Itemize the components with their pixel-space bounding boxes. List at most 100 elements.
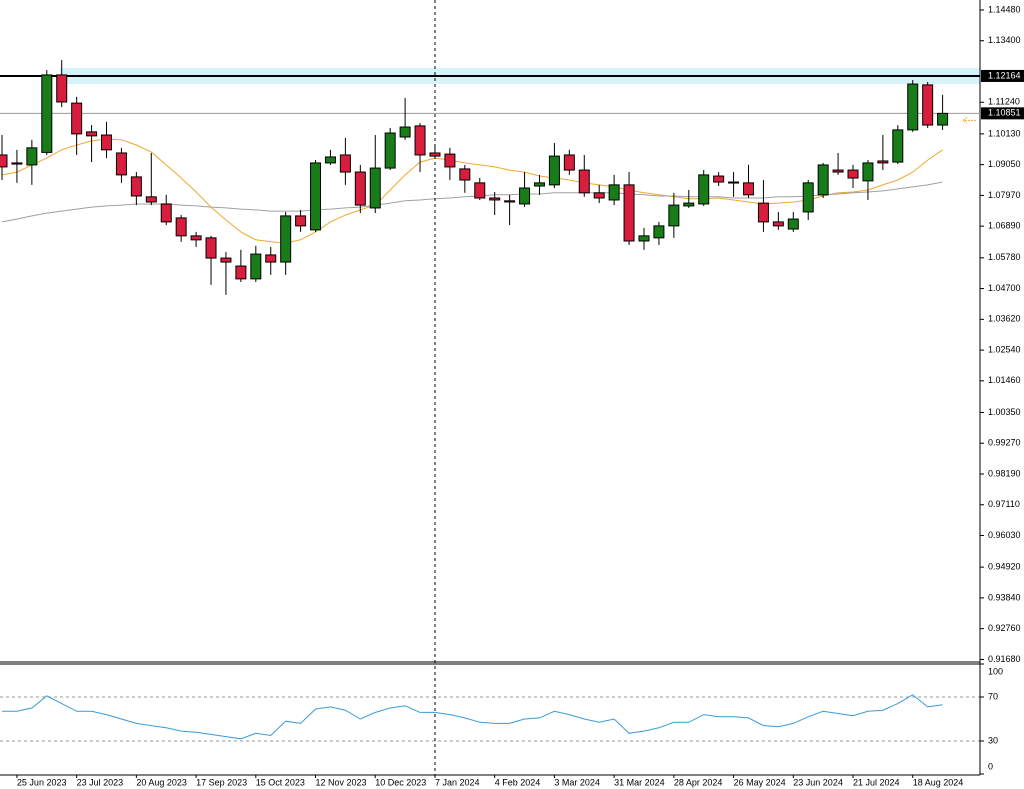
- candle-body: [250, 253, 262, 280]
- candle-body: [907, 83, 919, 131]
- x-tick-label: 17 Sep 2023: [196, 777, 247, 787]
- candle-body: [41, 74, 53, 153]
- candle-body: [578, 169, 590, 194]
- candle-body: [369, 167, 381, 209]
- candle-body: [86, 131, 98, 137]
- bid-label-box: [981, 107, 1024, 120]
- candle-body: [802, 182, 814, 213]
- y-tick-label: 0.97110: [988, 499, 1020, 509]
- candle-body: [519, 187, 531, 205]
- candle-body: [787, 218, 799, 230]
- candle-body: [892, 129, 904, 163]
- candle-body: [459, 168, 471, 181]
- candle-body: [220, 257, 232, 263]
- candle-body: [71, 102, 83, 135]
- y-tick-label: 0.96030: [988, 530, 1021, 540]
- x-tick-label: 20 Aug 2023: [136, 777, 187, 787]
- front-layer: 1.14480 1.13400 1.11240 1.10130 1.09050 1.079…: [0, 4, 1024, 787]
- y-tick-label: 1.02540: [988, 344, 1021, 354]
- y-tick-label: 0.93840: [988, 592, 1021, 602]
- y-tick-label: 1.01460: [988, 375, 1021, 385]
- y-tick-label: 0.94920: [988, 562, 1021, 572]
- x-tick-label: 23 Jun 2024: [793, 777, 843, 787]
- candle-body: [399, 126, 411, 138]
- y-tick-label: 1.13400: [988, 35, 1021, 45]
- x-tick-label: 23 Jul 2023: [77, 777, 124, 787]
- candle-body: [728, 181, 740, 184]
- candle-body: [653, 225, 665, 239]
- candle-body: [145, 196, 157, 203]
- candle-body: [757, 202, 769, 223]
- bid-label: 1.10851: [988, 108, 1021, 118]
- candle-body: [743, 182, 754, 196]
- y-tick-label: 1.05780: [988, 252, 1021, 262]
- y-tick-label: 1.09050: [988, 159, 1021, 169]
- x-tick-label: 12 Nov 2023: [316, 777, 367, 787]
- y-tick-label: 1.11240: [988, 97, 1020, 107]
- moving-average: [1, 138, 943, 244]
- candle-body: [265, 254, 277, 263]
- x-tick-label: 31 Mar 2024: [614, 777, 665, 787]
- candle-body: [130, 176, 142, 197]
- y-tick-label: 1.03620: [988, 314, 1021, 324]
- candle-body: [429, 152, 441, 157]
- candle-body: [683, 202, 695, 207]
- candle-body: [593, 192, 605, 199]
- candle-body: [414, 125, 426, 156]
- candle-body: [324, 156, 336, 164]
- oscillator-line: [2, 694, 943, 740]
- x-tick-label: 21 Jul 2024: [853, 777, 900, 787]
- y-tick-label: 1.10130: [988, 128, 1021, 138]
- candle-body: [533, 182, 545, 187]
- level-label-box: [981, 69, 1024, 82]
- candle-body: [339, 154, 351, 173]
- candle-body: [310, 162, 322, 231]
- candle-body: [190, 235, 202, 241]
- candle-body: [11, 162, 23, 165]
- y-tick-label: 1.06890: [988, 221, 1021, 231]
- candle-body: [26, 147, 38, 166]
- candle-body: [817, 164, 829, 196]
- y-tick-label: 1.00350: [988, 407, 1021, 417]
- candle-body: [56, 74, 68, 103]
- candle-body: [175, 217, 187, 237]
- y-tick-label: 1.04700: [988, 283, 1021, 293]
- candle-body: [489, 197, 501, 201]
- candle-body: [235, 265, 247, 280]
- candle-body: [832, 169, 844, 173]
- bid-arrow: [962, 116, 976, 124]
- y-tick-label: 100: [988, 666, 1003, 676]
- candle-body: [847, 169, 859, 179]
- candle-body: [623, 184, 635, 242]
- x-tick-label: 28 Apr 2024: [674, 777, 723, 787]
- y-tick-label: 0.91680: [988, 654, 1021, 664]
- candle-body: [937, 112, 949, 126]
- candle-body: [877, 160, 889, 164]
- x-tick-label: 4 Feb 2024: [495, 777, 541, 787]
- candle-body: [115, 152, 127, 176]
- candle-body: [474, 182, 486, 199]
- candle-body: [280, 215, 292, 263]
- x-tick-label: 18 Aug 2024: [913, 777, 964, 787]
- candle-body: [160, 203, 172, 223]
- candle-body: [295, 215, 307, 227]
- y-tick-label: 0.98190: [988, 468, 1021, 478]
- x-tick-label: 7 Jan 2024: [435, 777, 480, 787]
- x-tick-label: 15 Oct 2023: [256, 777, 305, 787]
- y-tick-label: 0.99270: [988, 438, 1021, 448]
- candle-body: [444, 153, 456, 168]
- candle-body: [101, 134, 113, 151]
- candle-body: [862, 162, 874, 182]
- y-tick-label: 1.14480: [988, 4, 1021, 14]
- candle-body: [772, 221, 784, 227]
- candle-body: [698, 174, 710, 205]
- candle-body: [608, 184, 620, 201]
- x-tick-label: 25 Jun 2023: [17, 777, 67, 787]
- candle-body: [354, 171, 366, 206]
- y-tick-label: 0.92760: [988, 623, 1021, 633]
- candle-body: [922, 84, 934, 126]
- y-tick-label: 1.07970: [988, 190, 1021, 200]
